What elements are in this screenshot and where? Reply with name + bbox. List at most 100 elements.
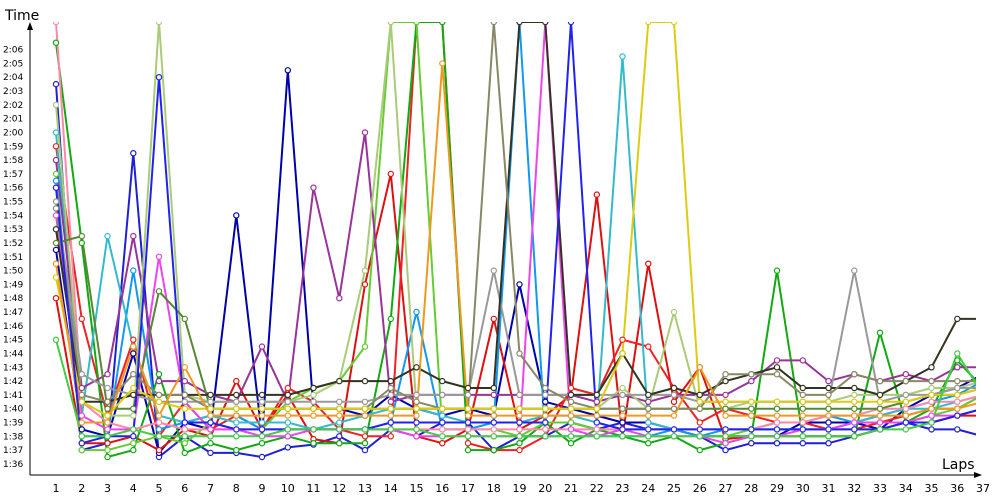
data-point bbox=[104, 433, 111, 440]
data-point bbox=[439, 22, 446, 26]
data-point bbox=[130, 405, 137, 412]
data-point bbox=[593, 191, 601, 198]
data-point bbox=[799, 398, 807, 405]
data-point bbox=[207, 426, 214, 433]
x-tick-label: 11 bbox=[307, 482, 321, 495]
x-tick-label: 22 bbox=[590, 482, 604, 495]
data-point bbox=[233, 433, 240, 440]
data-point bbox=[413, 412, 420, 419]
data-point bbox=[876, 329, 884, 336]
data-point bbox=[336, 377, 343, 385]
data-point bbox=[619, 419, 626, 426]
data-point bbox=[516, 446, 523, 454]
data-point bbox=[361, 426, 369, 433]
axes: Time Laps bbox=[4, 8, 982, 478]
data-point bbox=[52, 39, 60, 46]
data-point bbox=[696, 446, 704, 454]
data-point bbox=[181, 433, 188, 440]
data-point bbox=[258, 419, 266, 426]
series-line-8 bbox=[55, 55, 976, 431]
data-point bbox=[130, 267, 137, 274]
data-point bbox=[130, 426, 137, 433]
data-point bbox=[722, 440, 729, 447]
y-tick-label: 2:01 bbox=[3, 115, 23, 125]
data-point bbox=[954, 364, 961, 371]
data-point bbox=[954, 391, 961, 399]
data-point bbox=[516, 412, 523, 419]
data-point bbox=[181, 426, 188, 433]
data-point bbox=[645, 440, 652, 447]
data-point bbox=[516, 281, 523, 288]
data-point bbox=[876, 398, 884, 405]
data-point bbox=[902, 419, 910, 426]
data-point bbox=[593, 398, 601, 405]
data-point bbox=[980, 379, 985, 384]
y-tick-label: 2:02 bbox=[3, 101, 23, 111]
data-point bbox=[670, 426, 678, 433]
data-point bbox=[722, 405, 729, 412]
y-tick-label: 2:05 bbox=[3, 59, 23, 69]
data-point bbox=[670, 384, 678, 392]
data-point bbox=[645, 426, 652, 433]
data-point bbox=[980, 379, 985, 384]
y-tick-label: 1:41 bbox=[3, 391, 23, 401]
data-point bbox=[980, 379, 985, 384]
x-tick-label: 10 bbox=[281, 482, 295, 495]
data-point bbox=[542, 398, 549, 405]
data-point bbox=[696, 391, 704, 399]
x-tick-label: 19 bbox=[513, 482, 527, 495]
y-axis-title: Time bbox=[4, 8, 39, 24]
data-point bbox=[464, 384, 472, 392]
data-point bbox=[670, 405, 678, 412]
data-point bbox=[670, 22, 678, 26]
data-point bbox=[52, 205, 60, 212]
data-point bbox=[490, 426, 497, 433]
data-point bbox=[516, 22, 523, 26]
data-point bbox=[310, 412, 317, 419]
data-point bbox=[748, 371, 755, 378]
x-tick-label: 1 bbox=[53, 482, 60, 495]
data-point bbox=[825, 377, 832, 385]
x-tick-label: 28 bbox=[744, 482, 758, 495]
data-point bbox=[361, 405, 369, 412]
data-point bbox=[851, 398, 858, 405]
data-point bbox=[670, 391, 678, 399]
data-point bbox=[130, 384, 137, 392]
data-point bbox=[851, 426, 858, 433]
data-point bbox=[876, 419, 884, 426]
data-point bbox=[464, 440, 472, 447]
data-point bbox=[542, 433, 549, 440]
data-point bbox=[336, 398, 343, 405]
data-point bbox=[155, 377, 163, 385]
x-tick-label: 15 bbox=[410, 482, 424, 495]
data-point bbox=[670, 308, 678, 316]
y-tick-label: 1:48 bbox=[3, 294, 23, 304]
data-point bbox=[258, 426, 266, 433]
data-point bbox=[361, 377, 369, 385]
data-point bbox=[825, 398, 832, 405]
x-tick-label: 8 bbox=[233, 482, 240, 495]
data-point bbox=[310, 391, 317, 399]
data-point bbox=[155, 398, 163, 405]
y-tick-label: 1:42 bbox=[3, 377, 23, 387]
series-line-7 bbox=[55, 22, 976, 438]
data-point bbox=[851, 412, 858, 419]
y-tick-label: 2:06 bbox=[3, 46, 23, 56]
data-point bbox=[696, 398, 704, 405]
data-point bbox=[439, 440, 446, 447]
data-point bbox=[336, 426, 343, 433]
data-point bbox=[336, 440, 343, 447]
data-point bbox=[645, 398, 652, 405]
x-tick-label: 36 bbox=[950, 482, 964, 495]
data-point bbox=[516, 391, 523, 399]
data-point bbox=[439, 433, 446, 440]
data-point bbox=[52, 260, 60, 267]
data-point bbox=[954, 377, 961, 385]
x-tick-label: 30 bbox=[796, 482, 810, 495]
data-point bbox=[130, 440, 137, 447]
data-point bbox=[980, 406, 985, 411]
y-tick-label: 1:56 bbox=[3, 184, 23, 194]
data-point bbox=[387, 391, 394, 399]
data-point bbox=[567, 433, 575, 440]
data-point bbox=[799, 440, 807, 447]
